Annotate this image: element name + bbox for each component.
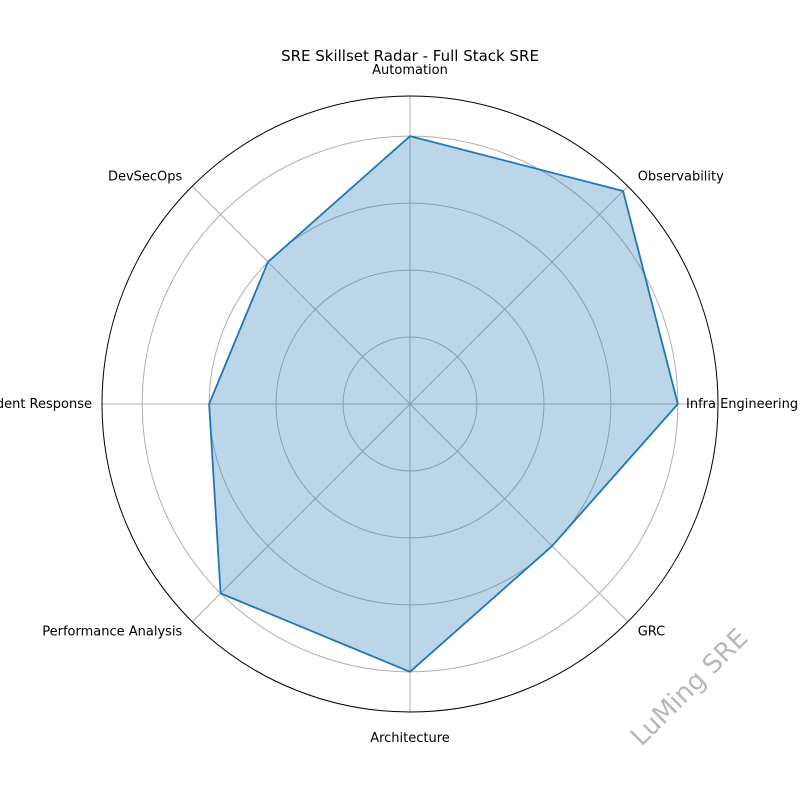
grid-spoke bbox=[409, 403, 629, 623]
category-label: Infra Engineering bbox=[686, 397, 798, 412]
outer-frame bbox=[101, 95, 719, 713]
grid-spoke bbox=[191, 403, 411, 623]
category-label: Automation bbox=[372, 63, 448, 78]
category-label: DevSecOps bbox=[108, 169, 183, 184]
grid-spoke bbox=[191, 185, 411, 405]
category-label: Performance Analysis bbox=[42, 625, 182, 640]
grid-spoke bbox=[409, 185, 629, 405]
series-area bbox=[209, 136, 678, 672]
category-label: GRC bbox=[638, 625, 666, 640]
category-labels: Infra Engineering Observability Automation… bbox=[0, 63, 798, 746]
radar-series bbox=[208, 135, 679, 673]
category-label: Incident Response bbox=[0, 397, 92, 412]
watermark: LuMing SRE bbox=[625, 623, 754, 752]
category-label: Observability bbox=[638, 169, 724, 184]
chart-title: SRE Skillset Radar - Full Stack SRE bbox=[281, 47, 539, 65]
category-label: Architecture bbox=[370, 731, 450, 746]
